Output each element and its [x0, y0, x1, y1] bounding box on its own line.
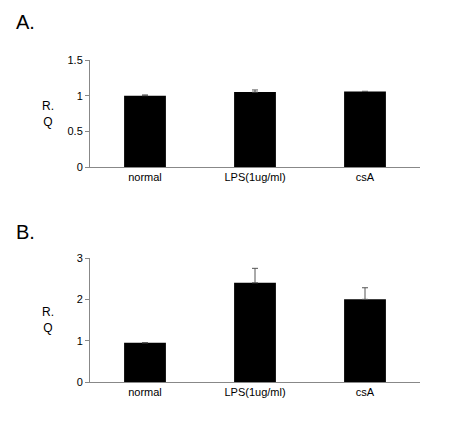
svg-text:1: 1 — [77, 335, 83, 347]
svg-text:LPS(1ug/ml): LPS(1ug/ml) — [224, 171, 285, 183]
svg-text:LPS(1ug/ml): LPS(1ug/ml) — [224, 386, 285, 398]
svg-text:2: 2 — [77, 293, 83, 305]
svg-text:0.5: 0.5 — [68, 125, 83, 137]
svg-text:R.Q: R.Q — [42, 305, 54, 335]
svg-text:3: 3 — [77, 252, 83, 264]
svg-text:1: 1 — [77, 90, 83, 102]
svg-text:0: 0 — [77, 376, 83, 388]
svg-text:R.Q: R.Q — [42, 99, 54, 129]
svg-text:B.: B. — [16, 221, 35, 243]
svg-text:1.5: 1.5 — [68, 54, 83, 66]
svg-text:normal: normal — [128, 171, 162, 183]
svg-text:A.: A. — [16, 11, 35, 33]
svg-text:normal: normal — [128, 386, 162, 398]
svg-text:0: 0 — [77, 161, 83, 173]
svg-text:csA: csA — [356, 386, 375, 398]
svg-text:csA: csA — [356, 171, 375, 183]
